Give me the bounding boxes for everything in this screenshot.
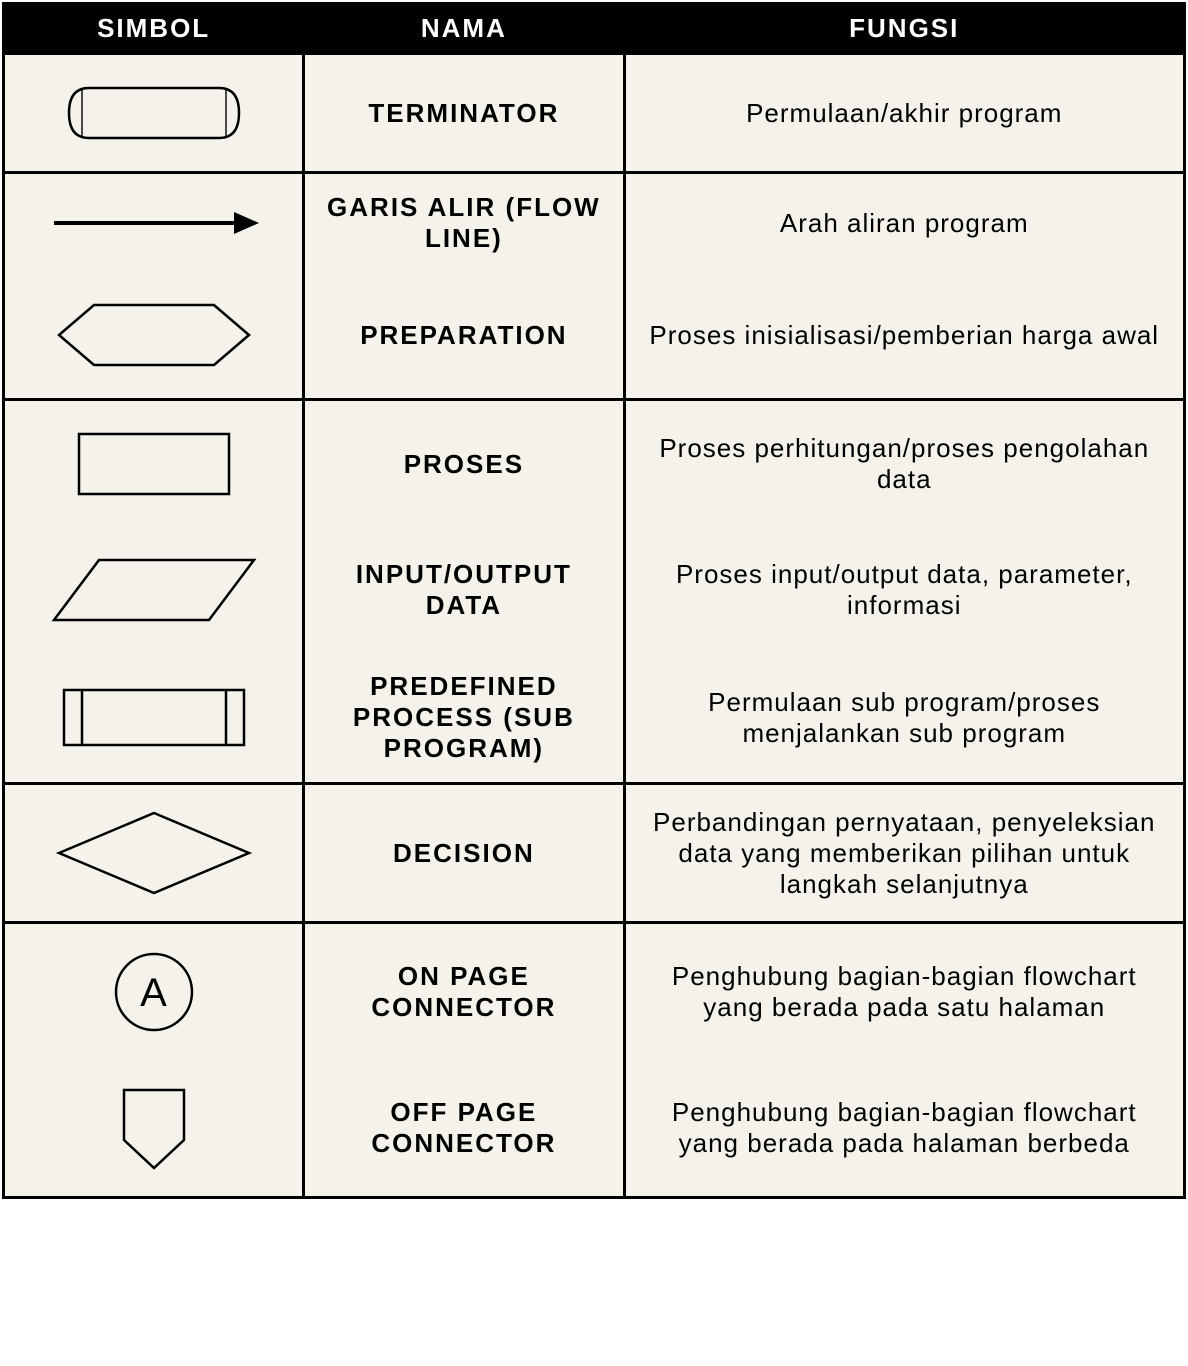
- nama-cell: PREPARATION: [304, 272, 624, 400]
- symbol-cell: A: [4, 923, 304, 1061]
- nama-cell: PROSES: [304, 400, 624, 528]
- table-row: TERMINATOR Permulaan/akhir program: [4, 54, 1185, 173]
- flowchart-symbol-table: SIMBOL NAMA FUNGSI TERMINATOR Permulaan/…: [2, 2, 1186, 1199]
- fungsi-cell: Penghubung bagian-bagian flowchart yang …: [624, 1060, 1184, 1198]
- table-row: PREDEFINED PROCESS (SUB PROGRAM) Permula…: [4, 653, 1185, 784]
- nama-cell: GARIS ALIR (FLOW LINE): [304, 173, 624, 273]
- offpage-connector-icon: [109, 1078, 199, 1178]
- onpage-connector-icon: A: [104, 942, 204, 1042]
- header-simbol: SIMBOL: [4, 4, 304, 54]
- nama-cell: TERMINATOR: [304, 54, 624, 173]
- fungsi-cell: Perbandingan pernyataan, penyeleksian da…: [624, 784, 1184, 923]
- nama-cell: ON PAGE CONNECTOR: [304, 923, 624, 1061]
- terminator-icon: [54, 73, 254, 153]
- symbol-cell: [4, 54, 304, 173]
- fungsi-cell: Permulaan sub program/proses menjalankan…: [624, 653, 1184, 784]
- fungsi-cell: Arah aliran program: [624, 173, 1184, 273]
- table-header-row: SIMBOL NAMA FUNGSI: [4, 4, 1185, 54]
- decision-icon: [49, 803, 259, 903]
- header-nama: NAMA: [304, 4, 624, 54]
- predefined-process-icon: [54, 675, 254, 760]
- fungsi-cell: Proses perhitungan/proses pengolahan dat…: [624, 400, 1184, 528]
- nama-cell: OFF PAGE CONNECTOR: [304, 1060, 624, 1198]
- table-row: GARIS ALIR (FLOW LINE) Arah aliran progr…: [4, 173, 1185, 273]
- nama-cell: INPUT/OUTPUT DATA: [304, 527, 624, 653]
- symbol-cell: [4, 527, 304, 653]
- symbol-cell: [4, 173, 304, 273]
- symbol-cell: [4, 400, 304, 528]
- symbol-cell: [4, 653, 304, 784]
- connector-letter: A: [140, 971, 168, 1015]
- fungsi-cell: Penghubung bagian-bagian flowchart yang …: [624, 923, 1184, 1061]
- symbol-cell: [4, 1060, 304, 1198]
- table-row: PROSES Proses perhitungan/proses pengola…: [4, 400, 1185, 528]
- symbol-cell: [4, 272, 304, 400]
- fungsi-cell: Proses input/output data, parameter, inf…: [624, 527, 1184, 653]
- table-row: INPUT/OUTPUT DATA Proses input/output da…: [4, 527, 1185, 653]
- fungsi-cell: Permulaan/akhir program: [624, 54, 1184, 173]
- preparation-icon: [49, 290, 259, 380]
- process-icon: [64, 419, 244, 509]
- fungsi-cell: Proses inisialisasi/pemberian harga awal: [624, 272, 1184, 400]
- nama-cell: PREDEFINED PROCESS (SUB PROGRAM): [304, 653, 624, 784]
- nama-cell: DECISION: [304, 784, 624, 923]
- table-row: A ON PAGE CONNECTOR Penghubung bagian-ba…: [4, 923, 1185, 1061]
- io-icon: [44, 545, 264, 635]
- table-row: OFF PAGE CONNECTOR Penghubung bagian-bag…: [4, 1060, 1185, 1198]
- symbol-cell: [4, 784, 304, 923]
- table-row: PREPARATION Proses inisialisasi/pemberia…: [4, 272, 1185, 400]
- flowline-icon: [44, 198, 264, 248]
- table-row: DECISION Perbandingan pernyataan, penyel…: [4, 784, 1185, 923]
- header-fungsi: FUNGSI: [624, 4, 1184, 54]
